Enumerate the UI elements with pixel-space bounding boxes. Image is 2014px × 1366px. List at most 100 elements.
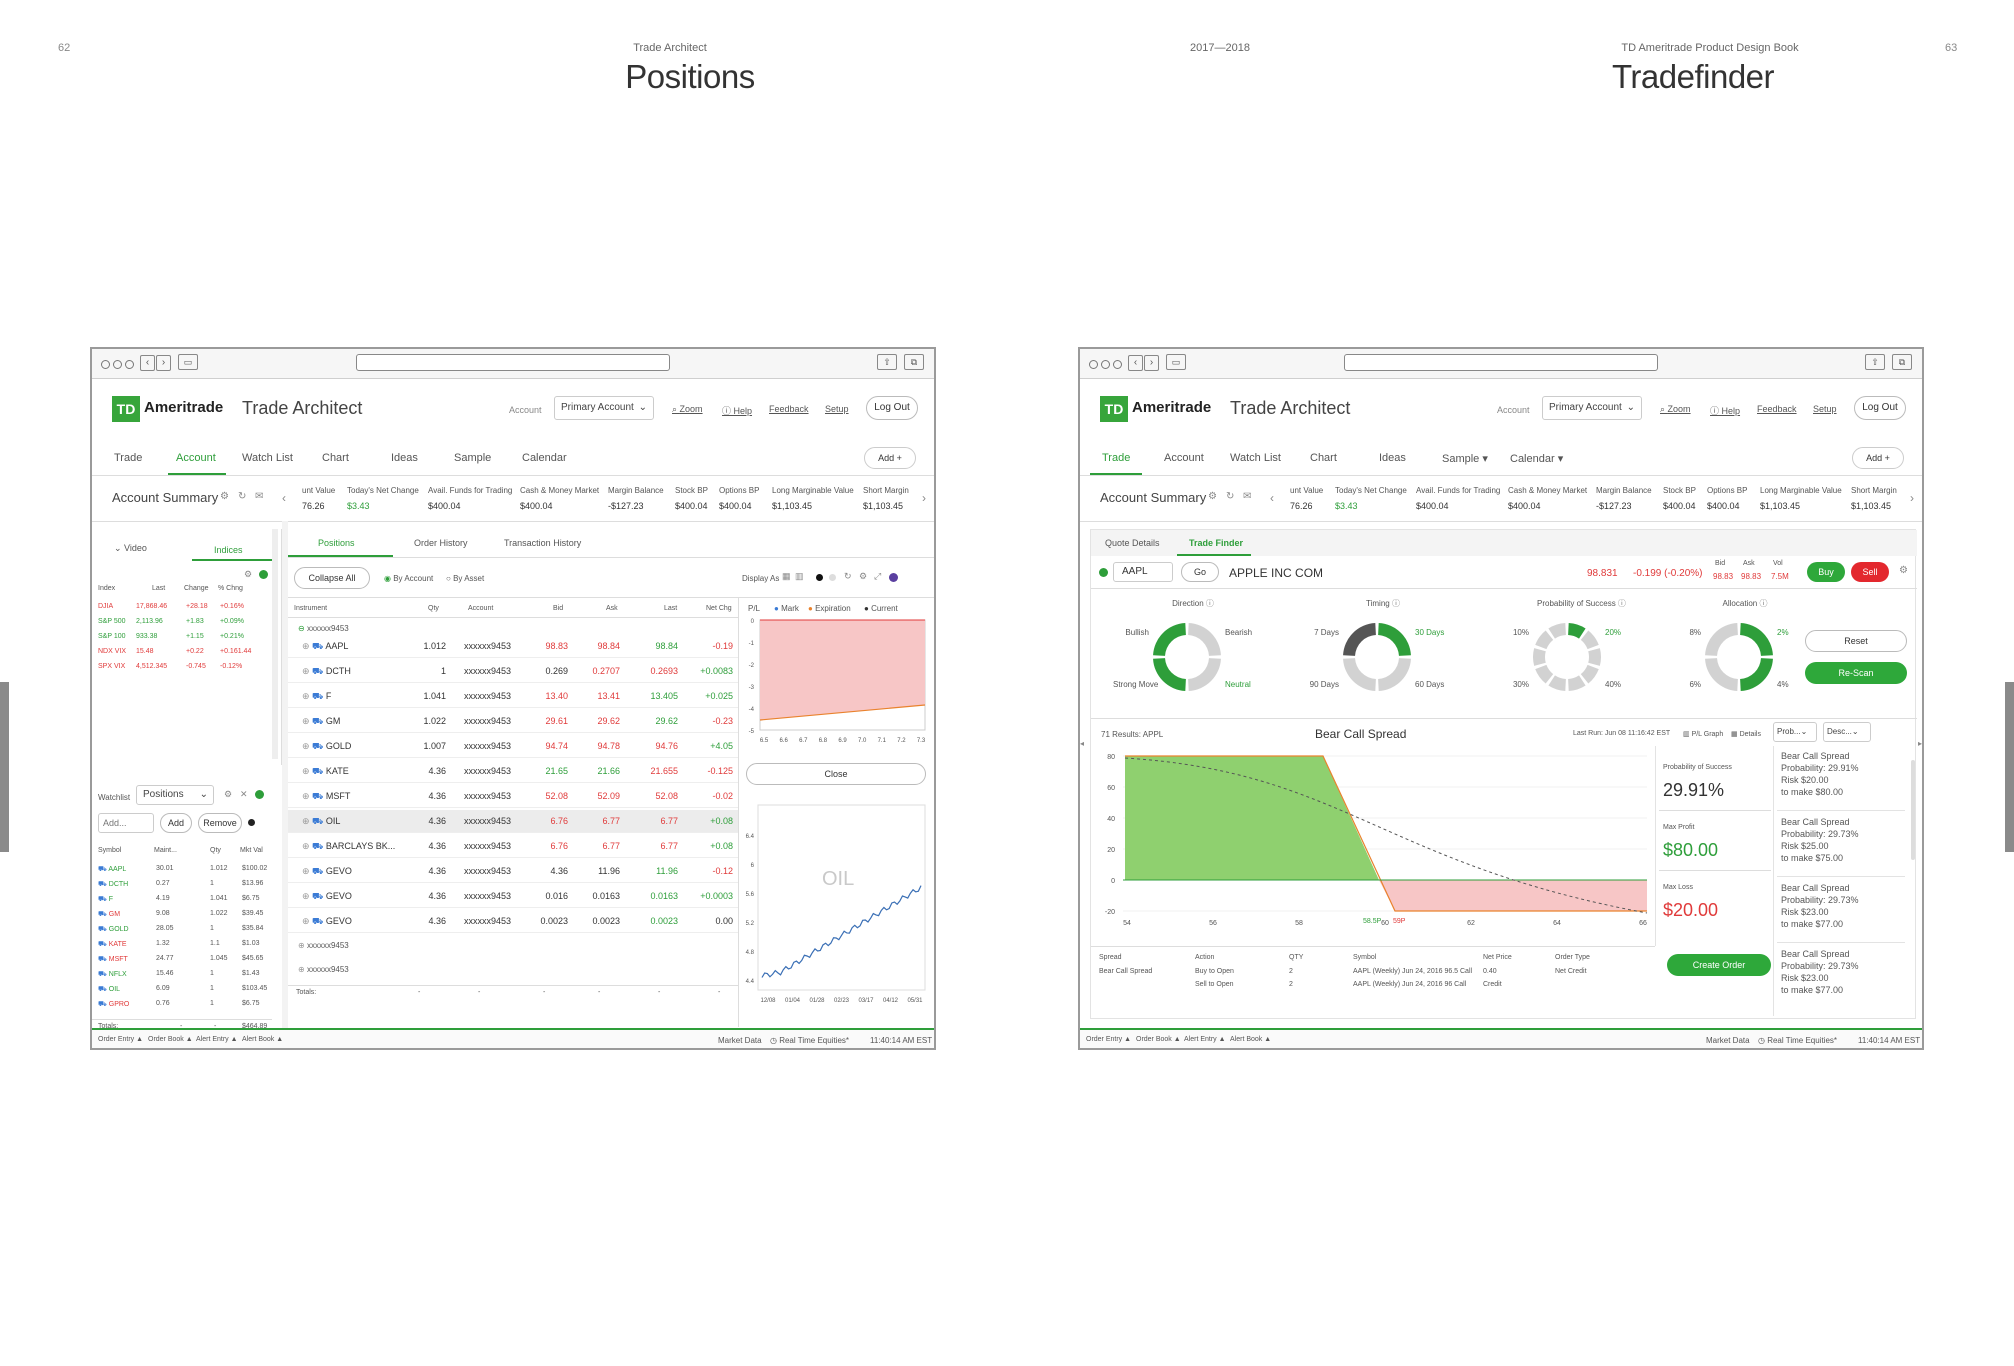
settings-gear-icon[interactable]: ⚙ xyxy=(859,571,868,581)
tab-order-history[interactable]: Order History xyxy=(414,538,468,548)
donut-segment[interactable] xyxy=(1580,630,1599,650)
reset-button[interactable]: Reset xyxy=(1805,630,1907,652)
result-card[interactable]: Bear Call Spread Probability: 29.91% Risk … xyxy=(1781,750,1901,798)
probability-option-label[interactable]: 30% xyxy=(1512,680,1529,689)
position-row[interactable]: ⊕ ⛟ MSFT xyxy=(302,791,350,803)
position-row[interactable]: ⊕ ⛟ GEVO xyxy=(302,916,352,928)
logout-button[interactable]: Log Out xyxy=(866,396,918,420)
settings-gear-icon[interactable]: ⚙ xyxy=(244,569,253,579)
nav-chart[interactable]: Chart xyxy=(1310,452,1337,464)
watchlist-add-button[interactable]: Add xyxy=(160,813,192,833)
window-zoom-dot[interactable] xyxy=(125,360,134,369)
nav-sample[interactable]: Sample xyxy=(454,452,492,464)
timing-option-label[interactable]: 30 Days xyxy=(1415,628,1445,637)
close-button[interactable]: Close xyxy=(746,763,926,785)
back-arrow-icon[interactable]: ‹ xyxy=(140,355,155,371)
settings-gear-icon[interactable]: ⚙ xyxy=(1208,491,1217,502)
direction-donut[interactable] xyxy=(1142,612,1232,702)
position-row[interactable]: ⊕ ⛟ OIL xyxy=(302,816,340,828)
footer-alert-book[interactable]: Alert Book ▲ xyxy=(242,1036,284,1043)
position-row[interactable]: ⊕ ⛟ GEVO xyxy=(302,866,352,878)
settings-gear-icon[interactable]: ⚙ xyxy=(1899,565,1908,576)
nav-trade[interactable]: Trade xyxy=(1102,452,1131,464)
tabs-icon[interactable]: ⧉ xyxy=(1892,354,1912,370)
window-zoom-dot[interactable] xyxy=(1113,360,1122,369)
sidebar-toggle-icon[interactable]: ▭ xyxy=(1166,354,1186,370)
donut-segment[interactable] xyxy=(1535,630,1554,650)
probability-option-label[interactable]: 20% xyxy=(1605,628,1622,637)
allocation-option-label[interactable]: 6% xyxy=(1689,680,1701,689)
footer-alert-book[interactable]: Alert Book ▲ xyxy=(1230,1036,1272,1043)
settings-gear-icon[interactable]: ⚙ xyxy=(224,789,233,799)
footer-alert-entry[interactable]: Alert Entry ▲ xyxy=(196,1036,238,1043)
cards-scrollbar[interactable] xyxy=(1911,760,1915,860)
expand-plus-icon[interactable]: ⊕ xyxy=(302,841,313,851)
logout-button[interactable]: Log Out xyxy=(1854,396,1906,420)
expand-plus-icon[interactable]: ⊕ xyxy=(302,716,313,726)
scroll-right-chevron-icon[interactable]: › xyxy=(1910,491,1914,505)
share-icon[interactable]: ⇧ xyxy=(1865,354,1885,370)
donut-segment[interactable] xyxy=(1740,658,1773,691)
collapse-right-icon[interactable]: ▸ xyxy=(1918,739,1923,748)
by-asset-radio[interactable]: ○ By Asset xyxy=(446,574,484,583)
help-link[interactable]: ⓘ Help xyxy=(1710,404,1740,417)
watchlist-row[interactable]: ⛟ NFLX xyxy=(98,970,127,979)
scroll-left-chevron-icon[interactable]: ‹ xyxy=(282,491,286,505)
sidebar-toggle-icon[interactable]: ▭ xyxy=(178,354,198,370)
timing-option-label[interactable]: 7 Days xyxy=(1314,628,1339,637)
probability-option-label[interactable]: 40% xyxy=(1605,680,1622,689)
table-view-icon[interactable]: ▦ xyxy=(782,571,791,581)
nav-ideas[interactable]: Ideas xyxy=(1379,452,1406,464)
donut-segment[interactable] xyxy=(1188,623,1221,656)
expand-plus-icon[interactable]: ⊕ xyxy=(302,691,313,701)
refresh-icon[interactable]: ↻ xyxy=(238,491,247,502)
position-row[interactable]: ⊕ ⛟ GM xyxy=(302,716,340,728)
allocation-option-label[interactable]: 8% xyxy=(1689,628,1701,637)
watchlist-row[interactable]: ⛟ GOLD xyxy=(98,925,129,934)
nav-watch-list[interactable]: Watch List xyxy=(1230,452,1281,464)
direction-option-label[interactable]: Bearish xyxy=(1225,628,1253,637)
zoom-link[interactable]: ⌕ Zoom xyxy=(672,404,703,415)
help-circle-icon[interactable]: ⓘ xyxy=(1203,599,1214,608)
by-account-radio[interactable]: ◉ By Account xyxy=(384,574,433,583)
watchlist-add-input[interactable] xyxy=(98,813,154,833)
window-minimize-dot[interactable] xyxy=(113,360,122,369)
sort-order-select[interactable]: Desc...⌄ xyxy=(1823,722,1871,742)
nav-ideas[interactable]: Ideas xyxy=(391,452,418,464)
expand-plus-icon[interactable]: ⊕ xyxy=(302,766,313,776)
tab-quote-details[interactable]: Quote Details xyxy=(1105,538,1160,548)
watchlist-row[interactable]: ⛟ GM xyxy=(98,910,120,919)
account-group-row[interactable]: ⊕ xxxxxx9453 xyxy=(298,965,349,974)
symbol-input[interactable]: AAPL xyxy=(1113,562,1173,582)
allocation-donut[interactable] xyxy=(1694,612,1784,702)
expand-plus-icon[interactable]: ⊕ xyxy=(302,816,313,826)
go-button[interactable]: Go xyxy=(1181,562,1219,582)
refresh-icon[interactable]: ↻ xyxy=(1226,491,1235,502)
position-row[interactable]: ⊕ ⛟ F xyxy=(302,691,331,703)
donut-segment[interactable] xyxy=(1153,623,1186,656)
expand-plus-icon[interactable]: ⊕ xyxy=(302,916,313,926)
donut-segment[interactable] xyxy=(1378,658,1411,691)
sort-field-select[interactable]: Prob...⌄ xyxy=(1773,722,1817,742)
timing-option-label[interactable]: 90 Days xyxy=(1309,680,1339,689)
refresh-icon[interactable]: ↻ xyxy=(844,571,852,581)
footer-order-book[interactable]: Order Book ▲ xyxy=(148,1036,193,1043)
dark-theme-icon[interactable] xyxy=(816,574,823,581)
pl-graph-toggle[interactable]: ▥ P/L Graph xyxy=(1683,730,1723,738)
share-icon[interactable]: ⇧ xyxy=(877,354,897,370)
account-select[interactable]: Primary Account ⌄ xyxy=(1542,396,1642,420)
expand-icon[interactable]: ⤢ xyxy=(874,571,882,581)
donut-segment[interactable] xyxy=(1580,664,1599,684)
donut-segment[interactable] xyxy=(1548,623,1566,639)
donut-segment[interactable] xyxy=(1343,658,1376,691)
window-close-dot[interactable] xyxy=(101,360,110,369)
tabs-icon[interactable]: ⧉ xyxy=(904,354,924,370)
close-icon[interactable]: ✕ xyxy=(240,789,248,799)
scroll-right-chevron-icon[interactable]: › xyxy=(922,491,926,505)
donut-segment[interactable] xyxy=(1535,664,1554,684)
position-row[interactable]: ⊕ ⛟ GEVO xyxy=(302,891,352,903)
chart-view-icon[interactable]: ▥ xyxy=(795,571,804,581)
result-card[interactable]: Bear Call Spread Probability: 29.73% Risk … xyxy=(1781,948,1901,996)
mail-icon[interactable]: ✉ xyxy=(1243,491,1252,502)
setup-link[interactable]: Setup xyxy=(1813,404,1837,414)
